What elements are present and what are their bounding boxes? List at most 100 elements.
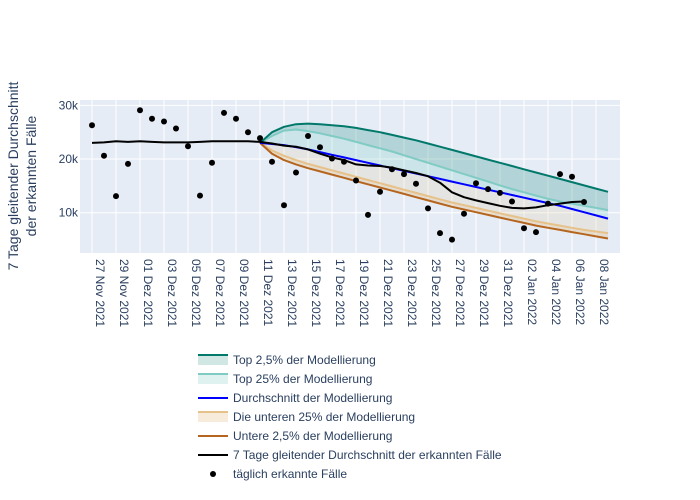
- daily-case-point: [533, 229, 539, 236]
- legend-label: Durchschnitt der Modellierung: [233, 391, 392, 405]
- y-tick-label: 30k: [59, 98, 79, 112]
- daily-case-point: [233, 115, 239, 122]
- daily-case-point: [317, 144, 323, 151]
- daily-case-point: [485, 186, 491, 193]
- daily-case-point: [89, 122, 95, 129]
- x-tick-label: 08 Jan 2022: [597, 259, 611, 325]
- daily-case-point: [545, 200, 551, 207]
- daily-case-point: [509, 198, 515, 205]
- y-axis-title-line2: der erkannten Fälle: [23, 115, 39, 236]
- x-tick-label: 21 Dez 2021: [381, 259, 395, 327]
- daily-case-point: [437, 230, 443, 237]
- band-area: [260, 123, 608, 211]
- x-tick-label: 27 Nov 2021: [93, 259, 107, 327]
- daily-case-point: [377, 188, 383, 195]
- daily-case-point: [569, 173, 575, 180]
- line-die-unteren-25-der-modellierung: [259, 142, 609, 235]
- x-tick-label: 23 Dez 2021: [405, 259, 419, 327]
- legend: Top 2,5% der Modellierung Top 25% der Mod…: [198, 353, 502, 481]
- x-tick-label: 03 Dez 2021: [165, 259, 179, 327]
- x-tick-label: 07 Dez 2021: [213, 259, 227, 327]
- x-tick-label: 29 Dez 2021: [477, 259, 491, 327]
- daily-case-point: [269, 158, 275, 165]
- x-tick-label: 01 Dez 2021: [141, 259, 155, 327]
- daily-case-point: [521, 225, 527, 232]
- daily-case-point: [197, 192, 203, 199]
- daily-case-point: [113, 193, 119, 200]
- legend-item: Durchschnitt der Modellierung: [198, 391, 392, 405]
- x-tick-label: 06 Jan 2022: [573, 259, 587, 325]
- daily-case-point: [413, 180, 419, 187]
- daily-case-point: [461, 210, 467, 217]
- legend-label: Top 25% der Modellierung: [233, 372, 372, 386]
- daily-case-point: [329, 155, 335, 162]
- x-tick-label: 31 Dez 2021: [501, 259, 515, 327]
- daily-case-point: [137, 107, 143, 114]
- legend-item: täglich erkannte Fälle: [210, 467, 347, 481]
- daily-case-point: [497, 189, 503, 196]
- daily-case-point: [101, 152, 107, 159]
- daily-case-point: [341, 158, 347, 165]
- legend-item: Die unteren 25% der Modellierung: [198, 410, 415, 424]
- daily-case-point: [305, 133, 311, 139]
- legend-swatch-marker: [210, 471, 216, 477]
- legend-swatch-band: [198, 355, 228, 365]
- daily-case-point: [173, 125, 179, 132]
- daily-case-point: [125, 160, 131, 167]
- legend-label: Untere 2,5% der Modellierung: [233, 429, 392, 443]
- line-top-25-der-modellierung: [259, 128, 609, 212]
- legend-swatch-band: [198, 374, 228, 384]
- line-7-tage-gleitender-durchschnitt-der-erkannten-f-lle: [91, 140, 585, 210]
- daily-case-point: [149, 115, 155, 122]
- legend-label: 7 Tage gleitender Durchschnitt der erkan…: [233, 448, 502, 462]
- line-untere-2-5-der-modellierung: [259, 142, 609, 240]
- legend-item: 7 Tage gleitender Durchschnitt der erkan…: [198, 448, 502, 462]
- band-area: [260, 142, 608, 234]
- daily-case-point: [293, 169, 299, 176]
- line-top-2-5-der-modellierung: [259, 122, 609, 193]
- y-axis-ticks: 10k 20k 30k: [59, 98, 79, 219]
- legend-label: Die unteren 25% der Modellierung: [233, 410, 415, 424]
- legend-item: Top 2,5% der Modellierung: [198, 353, 376, 367]
- daily-case-point: [473, 180, 479, 187]
- daily-case-point: [221, 109, 227, 116]
- x-tick-label: 15 Dez 2021: [309, 259, 323, 327]
- daily-case-point: [161, 118, 167, 125]
- x-tick-label: 02 Jan 2022: [525, 259, 539, 325]
- daily-case-point: [353, 177, 359, 184]
- daily-case-point: [185, 143, 191, 150]
- y-axis-title-line1: 7 Tage gleitender Durchschnitt: [5, 81, 21, 270]
- legend-label: Top 2,5% der Modellierung: [233, 353, 376, 367]
- daily-case-point: [281, 202, 287, 209]
- x-tick-label: 04 Jan 2022: [549, 259, 563, 325]
- daily-case-point: [257, 135, 263, 142]
- series-lines: [91, 122, 609, 240]
- x-tick-label: 29 Nov 2021: [117, 259, 131, 327]
- daily-case-point: [581, 199, 587, 205]
- daily-case-point: [557, 171, 563, 178]
- y-tick-label: 20k: [59, 152, 79, 166]
- daily-cases-markers: [89, 107, 587, 243]
- x-tick-label: 05 Dez 2021: [189, 259, 203, 327]
- x-tick-label: 19 Dez 2021: [357, 259, 371, 327]
- daily-case-point: [389, 166, 395, 173]
- legend-label: täglich erkannte Fälle: [233, 467, 347, 481]
- x-tick-label: 09 Dez 2021: [237, 259, 251, 327]
- daily-case-point: [401, 171, 407, 178]
- legend-item: Untere 2,5% der Modellierung: [198, 429, 392, 443]
- daily-case-point: [425, 205, 431, 212]
- y-tick-label: 10k: [59, 206, 79, 220]
- daily-case-point: [365, 211, 371, 218]
- daily-case-point: [209, 159, 215, 166]
- legend-item: Top 25% der Modellierung: [198, 372, 372, 386]
- x-tick-label: 25 Dez 2021: [429, 259, 443, 327]
- x-tick-label: 13 Dez 2021: [285, 259, 299, 327]
- x-tick-label: 11 Dez 2021: [261, 259, 275, 326]
- daily-case-point: [245, 129, 251, 136]
- daily-case-point: [449, 236, 455, 243]
- legend-swatch-band: [198, 412, 228, 422]
- x-tick-label: 27 Dez 2021: [453, 259, 467, 327]
- x-axis-ticks: 27 Nov 2021 29 Nov 2021 01 Dez 2021 03 Dez …: [93, 259, 611, 327]
- plot-background: [80, 100, 620, 253]
